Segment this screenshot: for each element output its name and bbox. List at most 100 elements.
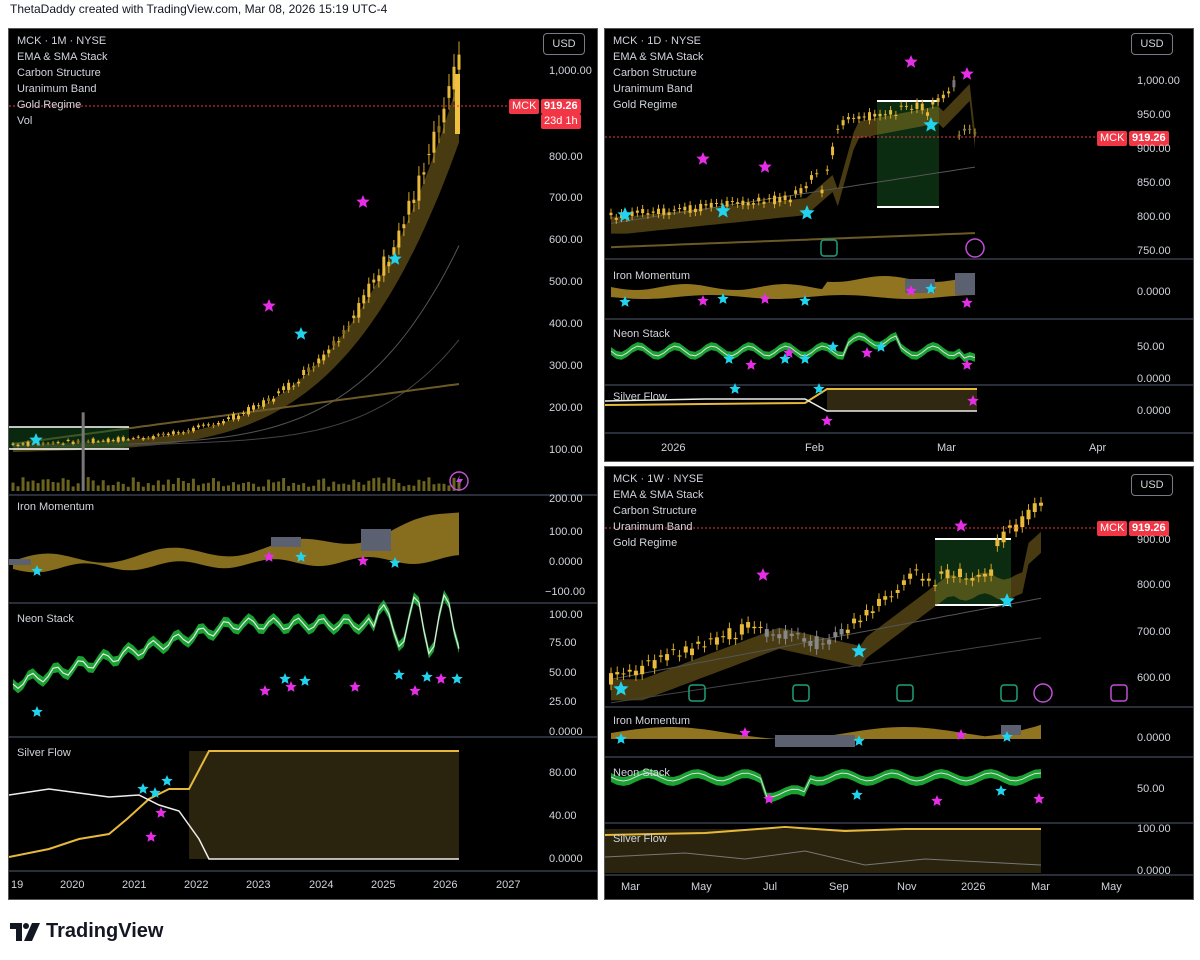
- time-tick: Mar: [1031, 881, 1050, 893]
- pane-title-neon[interactable]: Neon Stack: [613, 328, 670, 340]
- candle-body: [730, 201, 734, 203]
- volume-bar: [372, 478, 376, 491]
- last-candle: [455, 74, 460, 134]
- monthly-chart-canvas[interactable]: [9, 29, 597, 899]
- monthly-chart[interactable]: MCK · 1M · NYSE EMA & SMA Stack Carbon S…: [8, 28, 598, 900]
- volume-bar: [51, 481, 55, 491]
- volume-bar: [26, 481, 30, 491]
- chart-title[interactable]: MCK · 1M · NYSE: [17, 35, 107, 47]
- volume-bar: [56, 482, 60, 491]
- cyan-signal-star: [279, 673, 291, 684]
- pane-title-silver[interactable]: Silver Flow: [613, 833, 667, 845]
- cyan-signal-star: [617, 207, 633, 222]
- cyan-signal-star: [393, 669, 405, 680]
- indicator-vol[interactable]: Vol: [17, 115, 33, 127]
- pane-title-silver[interactable]: Silver Flow: [17, 747, 71, 759]
- indicator-ema-sma[interactable]: EMA & SMA Stack: [613, 51, 704, 63]
- pane-title-silver[interactable]: Silver Flow: [613, 391, 667, 403]
- upcoming-earnings-icon: [1110, 684, 1128, 702]
- silver-flow-signal: [605, 850, 1042, 866]
- price-tick: 300.00: [549, 360, 583, 372]
- last-price-label: 919.26: [1129, 521, 1169, 536]
- indicator-carbon[interactable]: Carbon Structure: [613, 505, 697, 517]
- pane-title-neon[interactable]: Neon Stack: [17, 613, 74, 625]
- volume-bar: [417, 479, 421, 491]
- currency-button[interactable]: USD: [543, 33, 585, 55]
- candle-body: [181, 432, 185, 434]
- candle-body: [789, 633, 794, 637]
- currency-button[interactable]: USD: [1131, 33, 1173, 55]
- indicator-uranimum[interactable]: Uranimum Band: [613, 521, 693, 533]
- candle-body: [795, 633, 800, 635]
- indicator-ema-sma[interactable]: EMA & SMA Stack: [17, 51, 108, 63]
- lightning-icon: [965, 238, 985, 258]
- price-tick: 900.00: [1137, 143, 1171, 155]
- indicator-uranimum[interactable]: Uranimum Band: [17, 83, 97, 95]
- candle-body: [96, 441, 100, 443]
- indicator-gold[interactable]: Gold Regime: [613, 537, 678, 549]
- chart-title[interactable]: MCK · 1W · NYSE: [613, 473, 704, 485]
- earnings-icon: [688, 684, 706, 702]
- candle-body: [920, 578, 925, 581]
- chart-title[interactable]: MCK · 1D · NYSE: [613, 35, 702, 47]
- weekly-chart-canvas[interactable]: [605, 467, 1193, 899]
- candle-body: [166, 433, 170, 436]
- price-tick: 800.00: [1137, 579, 1171, 591]
- cyan-signal-star: [875, 341, 887, 352]
- currency-button[interactable]: USD: [1131, 474, 1173, 496]
- cyan-signal-star: [813, 383, 825, 394]
- cyan-signal-star: [851, 643, 867, 658]
- volume-bar: [11, 482, 15, 491]
- volume-bar: [36, 483, 40, 491]
- magenta-signal-star: [697, 295, 709, 306]
- volume-bar: [161, 484, 165, 491]
- time-tick: 2027: [496, 879, 521, 891]
- volume-bar: [317, 479, 321, 491]
- candle-body: [640, 665, 645, 675]
- candle-body: [402, 224, 406, 229]
- tradingview-logo[interactable]: TradingView: [10, 920, 163, 943]
- cyan-signal-star: [717, 293, 729, 304]
- cyan-signal-star: [923, 117, 939, 132]
- volume-bar: [176, 477, 180, 491]
- daily-chart-canvas[interactable]: [605, 29, 1193, 461]
- volume-bar: [362, 484, 366, 491]
- candle-body: [736, 202, 740, 204]
- volume-bar: [407, 484, 411, 491]
- candle-body: [71, 441, 75, 444]
- indicator-ema-sma[interactable]: EMA & SMA Stack: [613, 489, 704, 501]
- candle-body: [939, 571, 944, 574]
- indicator-carbon[interactable]: Carbon Structure: [613, 67, 697, 79]
- candle-body: [962, 128, 966, 131]
- daily-chart[interactable]: MCK · 1D · NYSE EMA & SMA Stack Carbon S…: [604, 28, 1194, 462]
- candle-body: [1014, 524, 1019, 532]
- candle-body: [206, 424, 210, 426]
- iron-momentum-area: [611, 724, 1041, 739]
- pane-title-iron[interactable]: Iron Momentum: [17, 501, 95, 513]
- candle-body: [609, 212, 613, 216]
- volume-bar: [297, 484, 301, 491]
- indicator-gold[interactable]: Gold Regime: [613, 99, 678, 111]
- tradingview-logo-icon: [10, 922, 40, 941]
- volume-bar: [66, 479, 70, 491]
- candle-body: [709, 202, 713, 208]
- candle-body: [372, 279, 376, 283]
- candle-body: [186, 430, 190, 432]
- candle-body: [931, 101, 935, 105]
- candle-body: [739, 624, 744, 635]
- iron-tick: 0.0000: [1137, 732, 1171, 744]
- indicator-carbon[interactable]: Carbon Structure: [17, 67, 101, 79]
- candle-body: [846, 117, 850, 120]
- silver-flow-line: [9, 750, 459, 858]
- pane-title-iron[interactable]: Iron Momentum: [613, 270, 691, 282]
- pane-title-iron[interactable]: Iron Momentum: [613, 715, 691, 727]
- last-price-label: 919.26: [541, 99, 581, 114]
- pane-title-neon[interactable]: Neon Stack: [613, 767, 670, 779]
- candle-body: [727, 628, 732, 640]
- weekly-chart[interactable]: MCK · 1W · NYSE EMA & SMA Stack Carbon S…: [604, 466, 1194, 900]
- candle-body: [1007, 525, 1012, 528]
- candle-body: [1020, 516, 1025, 528]
- indicator-gold[interactable]: Gold Regime: [17, 99, 82, 111]
- time-tick: 2025: [371, 879, 396, 891]
- indicator-uranimum[interactable]: Uranimum Band: [613, 83, 693, 95]
